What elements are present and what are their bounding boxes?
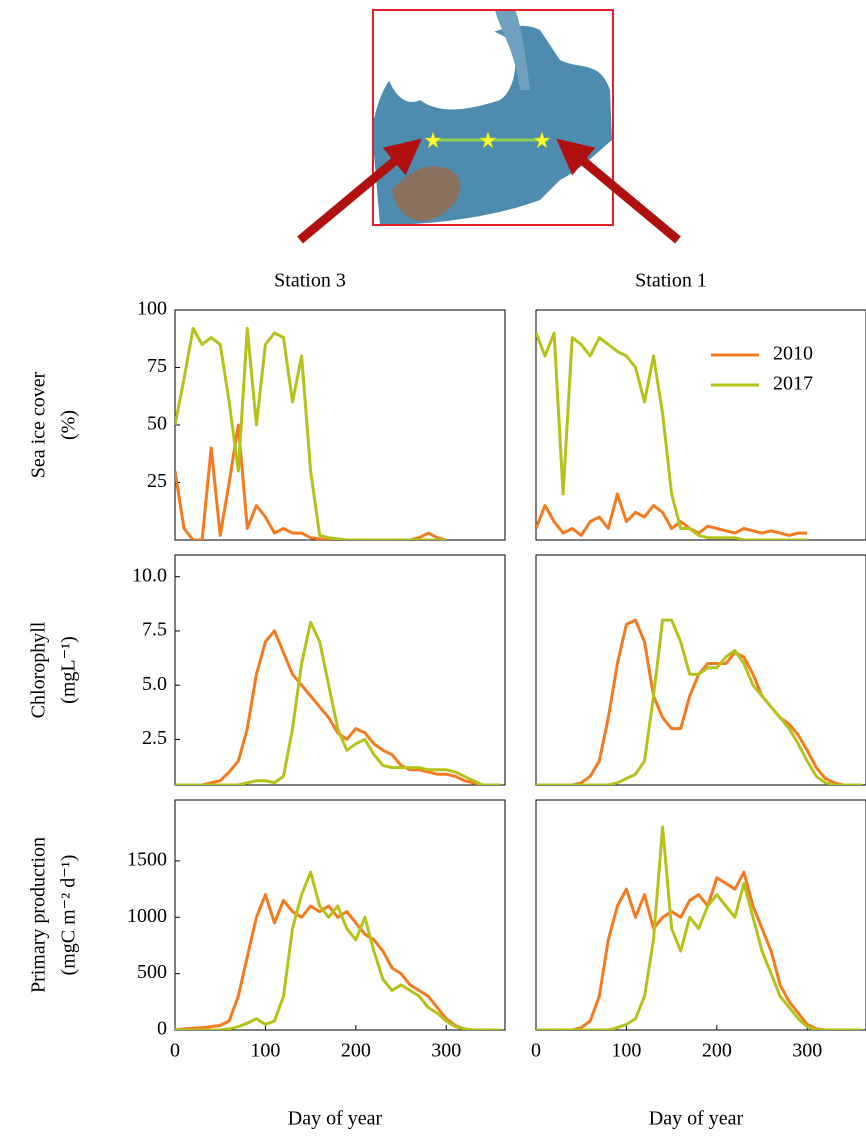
y-tick-label: 75 <box>147 355 167 377</box>
panel <box>536 555 866 785</box>
y-tick-label: 10.0 <box>132 564 167 586</box>
x-axis-label: Day of year <box>649 1108 744 1130</box>
y-axis-label: Primary production <box>28 837 50 993</box>
data-line <box>175 872 501 1030</box>
y-tick-label: 100 <box>137 298 167 320</box>
y-tick-label: 500 <box>137 961 167 983</box>
panel: Primary production (mgC m⁻² d⁻¹) Day of ye… <box>28 800 505 1130</box>
panel: Chlorophyll (mgL⁻¹) 2.5 5.0 7.5 10.0 <box>28 555 505 785</box>
y-tick-label: 5.0 <box>142 673 167 695</box>
x-tick-label: 200 <box>702 1040 732 1062</box>
x-tick-label: 300 <box>431 1040 461 1062</box>
data-line <box>536 827 862 1030</box>
panel: Day of year 0 100 200 300 <box>531 800 866 1130</box>
panel: Station 1 2010 2017 <box>536 270 866 540</box>
legend-label: 2017 <box>773 373 813 395</box>
map <box>300 8 678 240</box>
x-tick-label: 200 <box>341 1040 371 1062</box>
y-tick-label: 7.5 <box>142 619 167 641</box>
column-title: Station 1 <box>635 270 707 292</box>
data-line <box>175 328 446 540</box>
y-tick-label: 50 <box>147 413 167 435</box>
panel: Station 3 Sea ice cover (%) 25 50 75 100 <box>28 270 505 540</box>
y-axis-label: (mgC m⁻² d⁻¹) <box>58 855 80 976</box>
y-axis-label: (%) <box>58 410 80 440</box>
y-axis-label: Chlorophyll <box>28 621 50 718</box>
page: {"chart_data": [ {"type": "line", "title… <box>0 0 866 1142</box>
plot-frame <box>536 800 866 1030</box>
y-tick-label: 1000 <box>127 905 167 927</box>
plot-frame <box>536 310 866 540</box>
x-tick-label: 100 <box>250 1040 280 1062</box>
data-line <box>175 622 501 785</box>
data-line <box>175 631 501 785</box>
data-line <box>536 620 862 785</box>
legend-label: 2010 <box>773 343 813 365</box>
data-line <box>536 494 807 535</box>
y-tick-label: 1500 <box>127 848 167 870</box>
y-axis-label: Sea ice cover <box>28 371 50 478</box>
x-tick-label: 300 <box>792 1040 822 1062</box>
plot-frame <box>175 555 505 785</box>
data-line <box>175 895 501 1030</box>
data-line <box>175 425 446 540</box>
x-tick-label: 0 <box>170 1040 180 1062</box>
x-tick-label: 100 <box>611 1040 641 1062</box>
figure: Station 3Sea ice cover(%)255075100Statio… <box>0 0 866 1142</box>
x-axis-label: Day of year <box>288 1108 383 1130</box>
y-tick-label: 0 <box>157 1018 167 1040</box>
data-line <box>536 872 862 1030</box>
x-tick-label: 0 <box>531 1040 541 1062</box>
y-axis-label: (mgL⁻¹) <box>58 636 80 704</box>
y-tick-label: 25 <box>147 470 167 492</box>
column-title: Station 3 <box>274 270 346 292</box>
y-tick-label: 2.5 <box>142 727 167 749</box>
data-line <box>536 333 807 540</box>
